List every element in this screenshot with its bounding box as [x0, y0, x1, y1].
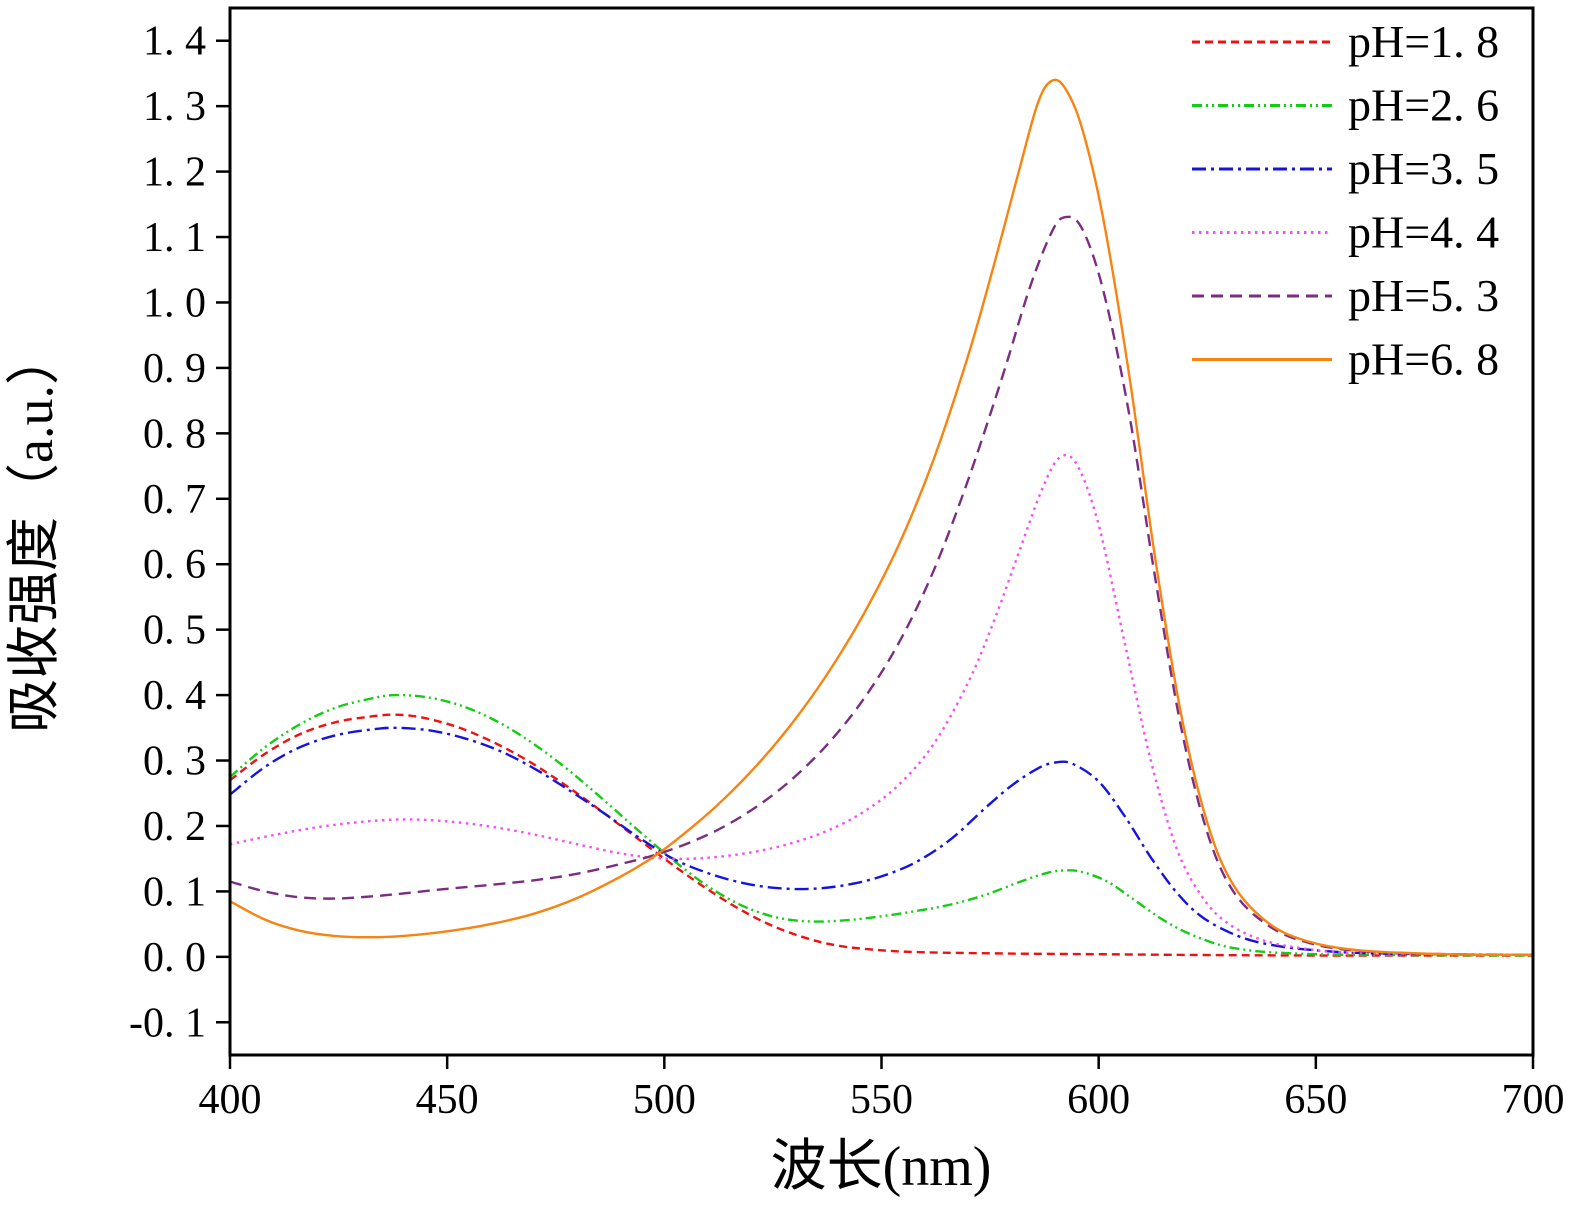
x-tick-label: 450: [416, 1077, 479, 1123]
y-axis: -0. 1 0. 0 0. 1 0. 2 0. 3 0. 4 0. 5 0. 6 0. 7 0. …: [129, 19, 230, 1046]
y-tick-label: 0. 1: [143, 869, 206, 915]
y-tick-label: -0. 1: [129, 1000, 206, 1046]
y-tick-label: 1. 3: [143, 84, 206, 130]
x-tick-label: 500: [633, 1077, 696, 1123]
x-tick-label: 650: [1284, 1077, 1347, 1123]
series-line: [229, 713, 1534, 957]
legend-label: pH=4. 4: [1348, 207, 1499, 258]
y-tick-label: 0. 4: [143, 673, 206, 719]
y-tick-label: 0. 3: [143, 739, 206, 785]
y-tick-label: 1. 4: [143, 19, 206, 65]
x-axis-label: 波长(nm): [771, 1136, 992, 1198]
plot-border: [228, 6, 1535, 1057]
y-tick-label: 1. 1: [143, 215, 206, 261]
legend-label: pH=5. 3: [1348, 270, 1499, 321]
y-tick-label: 0. 8: [143, 411, 206, 457]
x-axis: 400 450 500 550 600 650 700: [199, 1055, 1565, 1123]
y-tick-label: 0. 2: [143, 804, 206, 850]
x-tick-label: 600: [1067, 1077, 1130, 1123]
y-tick-label: 0. 0: [143, 935, 206, 981]
legend-label: pH=3. 5: [1348, 143, 1499, 194]
legend-label: pH=6. 8: [1348, 334, 1499, 385]
plot-border-group: [228, 6, 1535, 1057]
y-tick-label: 0. 5: [143, 608, 206, 654]
y-axis-label: 吸收强度（a.u.）: [4, 331, 64, 733]
y-tick-label: 0. 6: [143, 542, 206, 588]
y-tick-label: 1. 0: [143, 280, 206, 326]
series-line: [229, 78, 1534, 957]
y-tick-label: 0. 7: [143, 477, 206, 523]
legend-label: pH=2. 6: [1348, 80, 1499, 131]
x-tick-label: 700: [1502, 1077, 1565, 1123]
series-line: [229, 215, 1534, 957]
legend: pH=1. 8 pH=2. 6 pH=3. 5 pH=4. 4 pH=5. 3 pH=6.…: [1192, 16, 1499, 385]
y-tick-label: 1. 2: [143, 150, 206, 196]
series-lines: [229, 78, 1534, 957]
series-line: [229, 453, 1534, 957]
y-tick-label: 0. 9: [143, 346, 206, 392]
x-tick-label: 400: [199, 1077, 262, 1123]
x-tick-label: 550: [850, 1077, 913, 1123]
series-line: [229, 693, 1534, 957]
legend-label: pH=1. 8: [1348, 16, 1499, 67]
series-line: [229, 726, 1534, 957]
